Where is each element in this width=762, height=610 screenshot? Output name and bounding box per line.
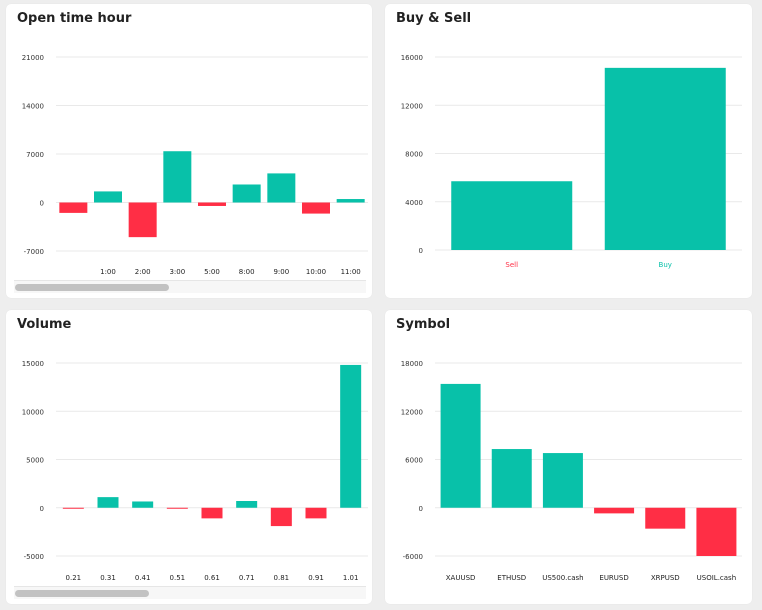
x-tick-label: 0.31 (100, 574, 116, 582)
x-tick-label: 0.41 (135, 574, 151, 582)
y-tick-label: 7000 (26, 151, 44, 159)
x-tick-label: 0.71 (239, 574, 255, 582)
x-tick-label: 8:00 (239, 268, 255, 276)
bar-1.01[interactable] (340, 364, 362, 508)
x-tick-label: 0.61 (204, 574, 220, 582)
y-tick-label: 0 (419, 505, 423, 513)
bar-9:00[interactable] (267, 173, 296, 203)
bar-1:00[interactable] (94, 191, 122, 203)
x-tick-label: 0.51 (170, 574, 186, 582)
x-tick-label: Buy (659, 261, 672, 269)
scrollbar-thumb[interactable] (15, 284, 169, 291)
x-tick-label: 2:00 (135, 268, 151, 276)
scrollbar-thumb[interactable] (15, 590, 149, 597)
bar-10:00[interactable] (302, 202, 330, 214)
y-tick-label: -7000 (24, 248, 44, 256)
x-tick-label: 1:00 (100, 268, 116, 276)
bar-11:00[interactable] (336, 199, 365, 203)
y-tick-label: 15000 (22, 360, 44, 368)
x-tick-label: 0.91 (308, 574, 324, 582)
panel-title: Symbol (396, 317, 451, 332)
horizontal-scrollbar[interactable] (14, 586, 366, 599)
bar-5:00[interactable] (198, 202, 226, 206)
x-tick-label: 11:00 (341, 268, 361, 276)
y-tick-label: 5000 (26, 457, 44, 465)
x-tick-label: 10:00 (306, 268, 326, 276)
panel-title: Buy & Sell (396, 11, 472, 26)
bar-XAUUSD[interactable] (440, 383, 481, 508)
bar-2:00[interactable] (128, 202, 157, 238)
bar-USOIL.cash[interactable] (696, 507, 737, 556)
x-tick-label: Sell (505, 261, 518, 269)
x-tick-label: ETHUSD (497, 574, 526, 582)
horizontal-scrollbar[interactable] (14, 280, 366, 293)
x-tick-label: 3:00 (169, 268, 185, 276)
bar-3:00[interactable] (163, 151, 192, 203)
x-tick-label: 9:00 (273, 268, 289, 276)
open-time-hour-panel: Open time hour -7000 0 7000 14000 21000 1:00 2… (6, 4, 372, 298)
x-tick-label: USOIL.cash (697, 574, 737, 582)
panel-title: Volume (17, 317, 72, 332)
bar-0.51[interactable] (166, 507, 188, 509)
bar-8:00[interactable] (232, 184, 261, 203)
bar-EURUSD[interactable] (594, 507, 635, 514)
y-tick-label: 12000 (401, 102, 423, 110)
y-tick-label: 21000 (22, 54, 44, 62)
volume-chart: -5000 0 5000 10000 15000 0.21 0.31 0.41 0.51 0.61… (22, 360, 368, 582)
bar-0.81[interactable] (270, 507, 292, 527)
bar-0:00[interactable] (59, 202, 88, 213)
bar-Sell[interactable] (451, 181, 573, 250)
x-tick-label: EURUSD (599, 574, 628, 582)
bar-US500.cash[interactable] (542, 453, 583, 508)
buy-sell-panel: Buy & Sell 0 4000 8000 12000 16000 Sell Buy (385, 4, 752, 298)
y-tick-label: 14000 (22, 103, 44, 111)
x-tick-label: XAUUSD (446, 574, 476, 582)
bar-ETHUSD[interactable] (491, 449, 532, 508)
y-tick-label: 6000 (405, 457, 423, 465)
y-tick-label: 10000 (22, 408, 44, 416)
bar-0.61[interactable] (201, 507, 223, 519)
y-tick-label: 0 (419, 247, 423, 255)
y-tick-label: -5000 (24, 553, 44, 561)
y-tick-label: 12000 (401, 408, 423, 416)
bar-0.91[interactable] (305, 507, 327, 519)
bar-0.21[interactable] (62, 507, 84, 509)
x-tick-label: 0.81 (274, 574, 290, 582)
volume-panel: Volume -5000 0 5000 10000 15000 0.21 0.31 0.41 0… (6, 310, 372, 604)
y-tick-label: 4000 (405, 199, 423, 207)
x-tick-label: 5:00 (204, 268, 220, 276)
buy-sell-chart: 0 4000 8000 12000 16000 Sell Buy (401, 54, 742, 269)
bar-XRPUSD[interactable] (645, 507, 686, 529)
y-tick-label: 0 (40, 505, 44, 513)
bar-0.41[interactable] (132, 501, 154, 508)
x-tick-label: US500.cash (542, 574, 583, 582)
y-tick-label: 8000 (405, 151, 423, 159)
y-tick-label: -6000 (403, 553, 423, 561)
x-tick-label: 0.21 (66, 574, 82, 582)
bar-0.71[interactable] (236, 500, 258, 508)
y-tick-label: 18000 (401, 360, 423, 368)
y-tick-label: 16000 (401, 54, 423, 62)
y-tick-label: 0 (40, 200, 44, 208)
symbol-panel: Symbol -6000 0 6000 12000 18000 XAUUSD ETHUSD U… (385, 310, 752, 604)
open-time-hour-chart: -7000 0 7000 14000 21000 1:00 2:00 3:00 5:00 8:00… (22, 54, 368, 276)
x-tick-label: XRPUSD (651, 574, 680, 582)
symbol-chart: -6000 0 6000 12000 18000 XAUUSD ETHUSD US500.ca… (401, 360, 742, 582)
bar-Buy[interactable] (604, 67, 726, 250)
bar-0.31[interactable] (97, 497, 119, 508)
panel-title: Open time hour (17, 11, 132, 26)
x-tick-label: 1.01 (343, 574, 359, 582)
